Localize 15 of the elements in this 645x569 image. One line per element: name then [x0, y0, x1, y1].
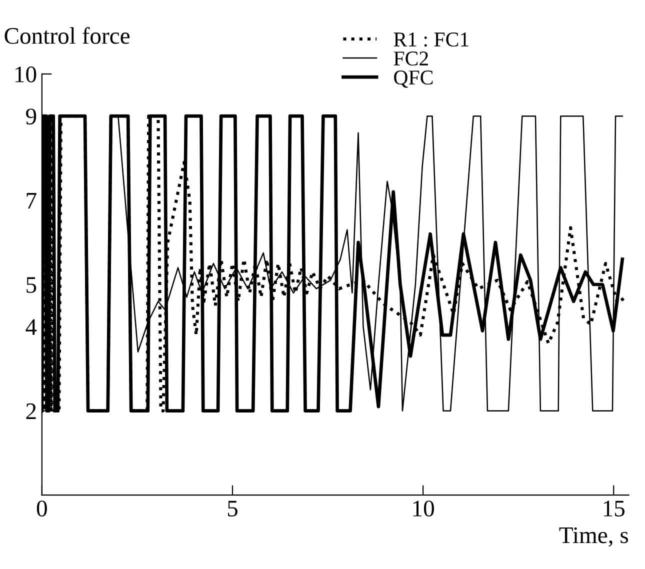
x-tick-label: 5 — [228, 500, 238, 517]
legend-label: FC2 — [394, 52, 428, 66]
y-tick-label: 5 — [26, 277, 36, 293]
y-tick-label: 2 — [26, 403, 36, 420]
y-axis-title: Control force — [4, 27, 130, 44]
y-tick-label: 9 — [26, 108, 36, 124]
x-tick-label: 0 — [36, 500, 47, 517]
y-tick-label: 7 — [26, 193, 36, 208]
x-tick-label: 10 — [413, 500, 434, 517]
legend-label: R1 : FC1 — [394, 32, 468, 47]
y-tick-label: 4 — [26, 319, 37, 335]
legend-label: QFC — [394, 70, 433, 88]
y-tick-label: 10 — [16, 66, 36, 82]
x-tick-label: 15 — [604, 500, 625, 517]
x-axis-title: Time, s — [559, 527, 628, 547]
